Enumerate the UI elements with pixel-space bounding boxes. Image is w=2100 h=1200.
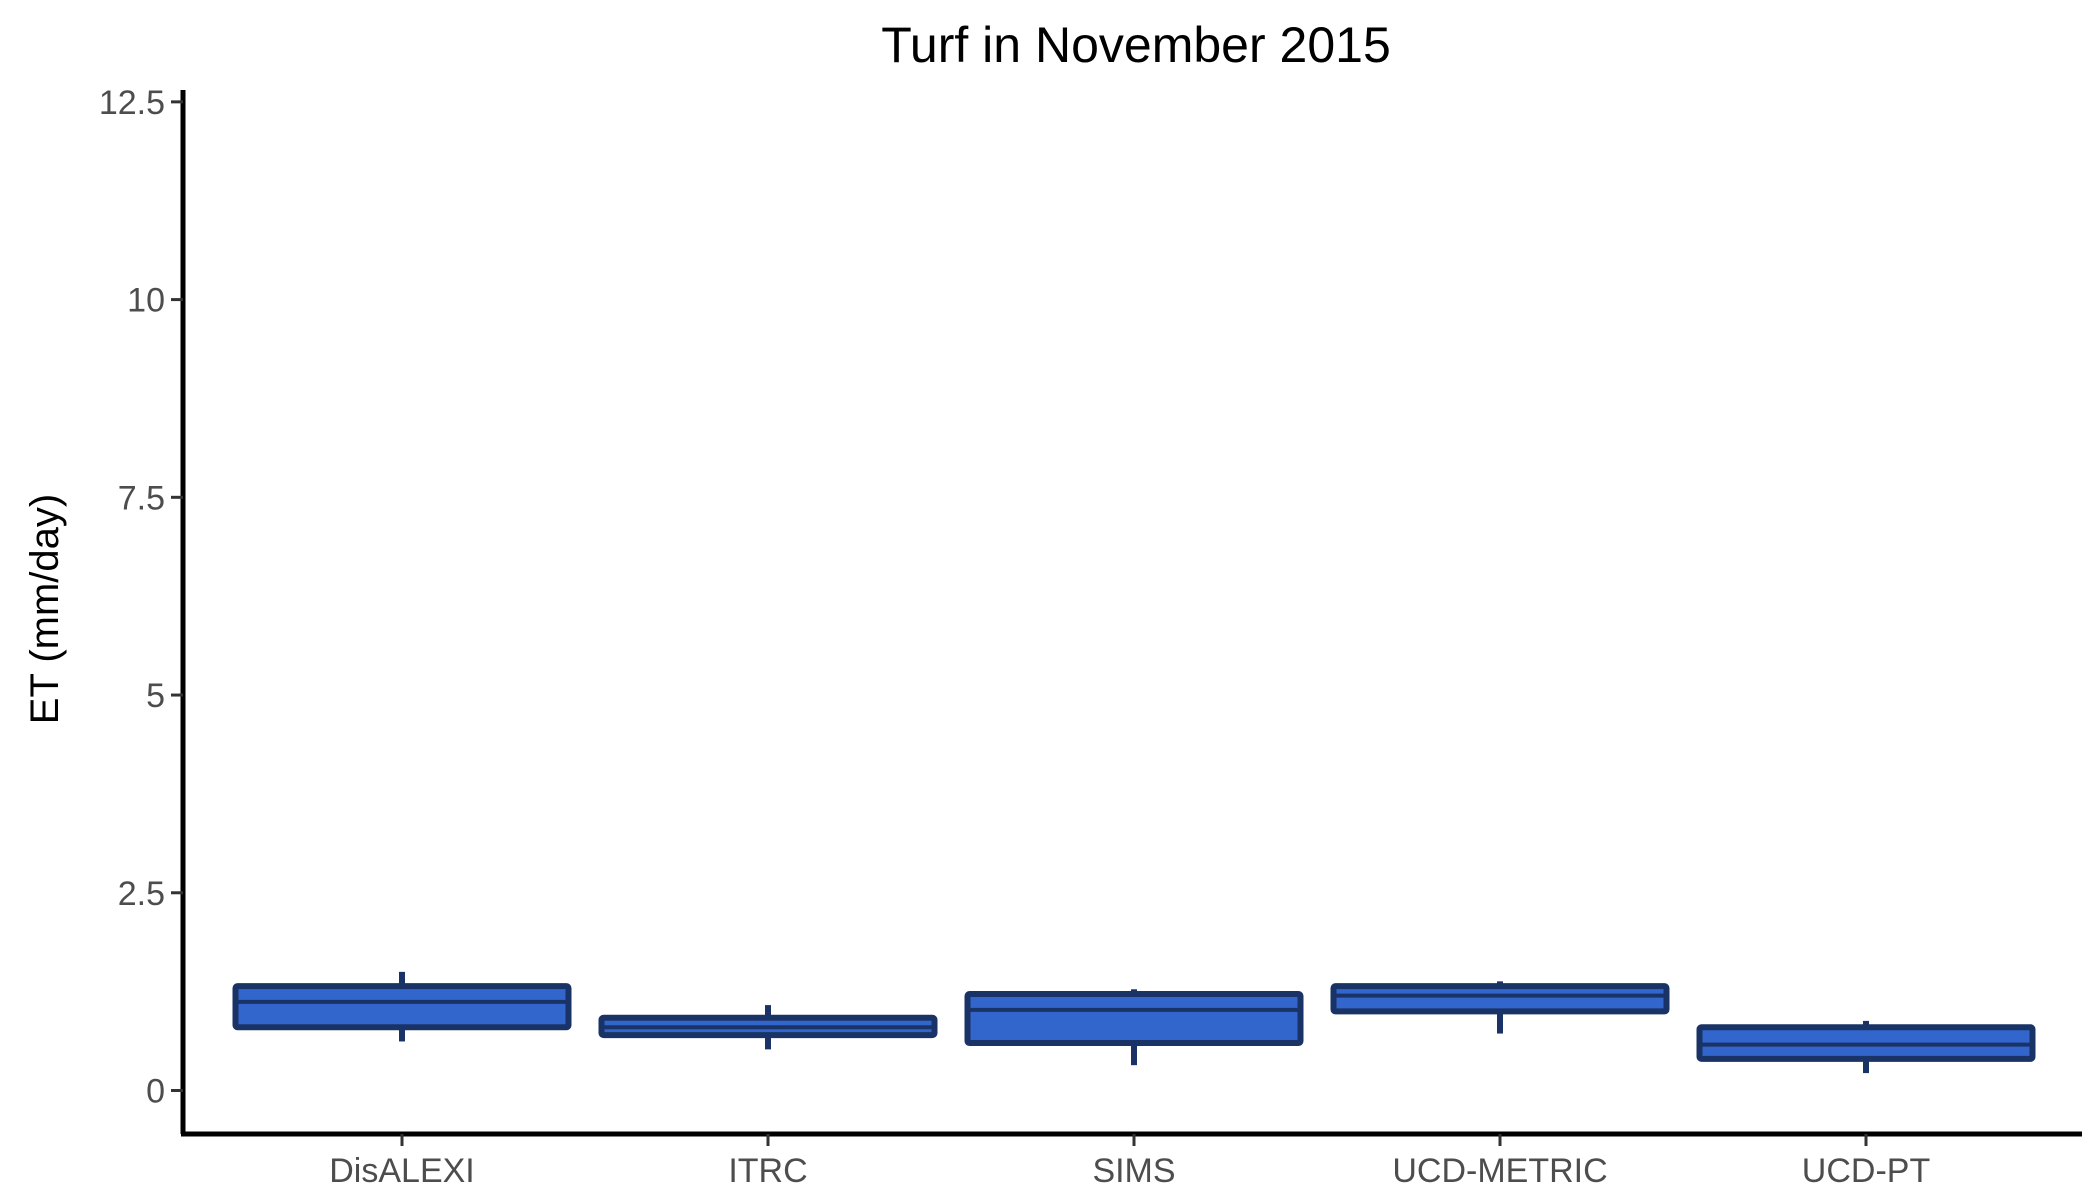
x-tick-label: UCD-METRIC [1392, 1152, 1607, 1190]
y-tick-label: 0 [146, 1073, 165, 1111]
box-ucd-metric [1330, 981, 1670, 1034]
box-sims [964, 989, 1304, 1066]
chart-title: Turf in November 2015 [881, 17, 1391, 73]
y-tick-label: 2.5 [118, 875, 165, 913]
box-iqr [964, 991, 1304, 1047]
x-tick-label: SIMS [1092, 1152, 1175, 1190]
y-tick-label: 10 [127, 282, 165, 320]
x-tick-label: UCD-PT [1802, 1152, 1930, 1190]
y-tick-label: 7.5 [118, 479, 165, 517]
y-tick-label: 5 [146, 677, 165, 715]
x-tick-label: ITRC [728, 1152, 807, 1190]
y-axis-title: ET (mm/day) [23, 494, 67, 724]
box-disalexi [232, 971, 572, 1042]
box-ucd-pt [1696, 1020, 2036, 1074]
x-tick-label: DisALEXI [329, 1152, 475, 1190]
plot-area: 0 2.5 5 7.5 10 12.5 DisALEXI ITRC SIMS UCD-METRIC… [99, 84, 2082, 1190]
box-iqr [1330, 983, 1670, 1015]
box-iqr [232, 983, 572, 1031]
box-itrc [598, 1005, 938, 1050]
y-tick-label: 12.5 [99, 84, 165, 122]
